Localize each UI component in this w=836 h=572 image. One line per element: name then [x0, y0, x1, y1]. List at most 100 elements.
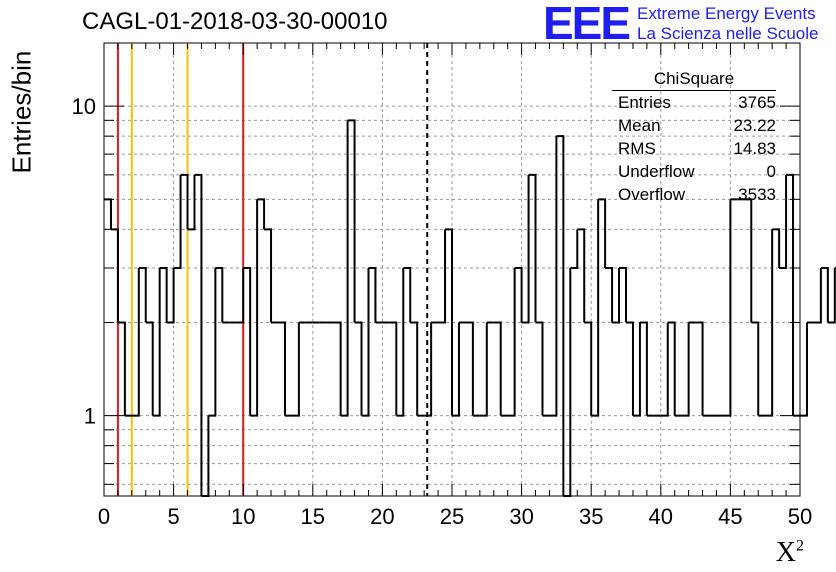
histogram-bin: [424, 322, 433, 417]
x-tick-label: 25: [440, 504, 464, 529]
histogram-bin: [278, 321, 286, 416]
histogram-bin: [765, 229, 774, 417]
histogram-bin: [257, 198, 266, 230]
stats-label: RMS: [618, 139, 656, 158]
histogram-bin: [584, 321, 593, 416]
chart-title: CAGL-01-2018-03-30-00010: [82, 8, 388, 35]
stats-title: ChiSquare: [612, 67, 776, 91]
x-tick-label: 30: [509, 504, 533, 529]
y-tick-label: 1: [84, 404, 96, 429]
stats-row-entries: Entries 3765: [612, 91, 776, 114]
histogram-bin: [347, 119, 356, 323]
y-axis-ticks: 1 10: [72, 94, 800, 485]
histogram-bin: [340, 120, 349, 417]
histogram-bin: [563, 267, 572, 497]
stats-row-rms: RMS 14.83: [612, 137, 776, 160]
x-axis-label: X2: [776, 537, 804, 569]
histogram-bin: [577, 228, 586, 323]
histogram-bin: [619, 266, 627, 323]
histogram-bin: [772, 228, 781, 268]
logo-text-line1: Extreme Energy Events: [637, 4, 816, 23]
stats-value: 23.22: [733, 116, 776, 135]
histogram-bin: [681, 322, 690, 417]
x-tick-label: 20: [370, 504, 394, 529]
histogram-bin: [800, 322, 808, 417]
x-tick-label: 40: [649, 504, 673, 529]
histogram-bin: [820, 266, 829, 323]
marker-lines: [116, 43, 429, 496]
histogram-bin: [236, 267, 245, 324]
histogram-bin: [632, 322, 641, 417]
stats-row-mean: Mean 23.22: [612, 114, 776, 137]
logo-text-line2: La Scienza nelle Scuole: [637, 24, 819, 43]
histogram-bin: [779, 174, 788, 269]
histogram-bin: [152, 267, 161, 417]
x-tick-label: 35: [579, 504, 603, 529]
x-axis-label-base: X: [775, 537, 796, 568]
histogram-bin: [591, 199, 600, 417]
histogram-bin: [110, 228, 119, 323]
x-tick-label: 45: [718, 504, 742, 529]
histogram-bin: [813, 267, 822, 324]
histogram-bin: [744, 198, 753, 323]
histogram-bin: [194, 173, 203, 496]
histogram-bin: [173, 174, 182, 269]
x-tick-label: 15: [301, 504, 325, 529]
x-tick-label: 5: [167, 504, 179, 529]
histogram-bin: [549, 136, 558, 417]
histogram-bin: [250, 199, 259, 417]
histogram-bins: [104, 119, 836, 497]
stats-label: Entries: [618, 93, 671, 112]
histogram-bin: [215, 266, 224, 323]
x-tick-label: 50: [788, 504, 812, 529]
eee-logo: EEE: [543, 0, 631, 49]
histogram-bin: [333, 321, 342, 416]
histogram-bin: [396, 267, 405, 417]
histogram-bin: [612, 267, 621, 324]
histogram-bin: [660, 322, 669, 417]
histogram-bin: [695, 321, 704, 416]
stats-value: 3533: [738, 185, 776, 204]
histogram-bin: [507, 267, 516, 417]
stats-label: Underflow: [618, 162, 695, 181]
histogram-bin: [291, 322, 300, 417]
y-tick-label: 10: [72, 94, 96, 119]
histogram-bin: [827, 267, 836, 324]
histogram-bin: [180, 173, 189, 230]
histogram-bin: [528, 173, 537, 323]
stats-row-underflow: Underflow 0: [612, 160, 776, 183]
histogram-bin: [445, 228, 453, 416]
histogram-bin: [751, 321, 760, 416]
histogram-bin: [159, 266, 168, 323]
x-axis-label-superscript: 2: [796, 537, 804, 555]
histogram-bin: [521, 174, 530, 324]
histogram-bin: [117, 321, 126, 416]
histogram-bin: [187, 174, 196, 231]
histogram-bin: [667, 321, 676, 416]
histogram-bin: [361, 267, 370, 417]
histogram-bin: [598, 198, 607, 268]
stats-row-overflow: Overflow 3533: [612, 183, 776, 206]
histogram-bin: [354, 321, 363, 416]
histogram-bin: [201, 415, 210, 497]
x-tick-label: 0: [98, 504, 110, 529]
histogram-bin: [723, 199, 732, 417]
histogram-bin: [556, 135, 565, 496]
stats-value: 14.83: [733, 139, 776, 158]
histogram-bin: [410, 321, 419, 416]
stats-value: 3765: [738, 93, 776, 112]
stats-label: Mean: [618, 116, 661, 135]
histogram-bin: [145, 321, 154, 416]
histogram-bin: [535, 321, 544, 416]
histogram-bin: [208, 267, 217, 417]
histogram-bin: [514, 266, 523, 323]
histogram-bin: [131, 267, 140, 417]
histogram-bin: [368, 266, 377, 323]
y-axis-label: Entries/bin: [6, 50, 37, 174]
stats-box: ChiSquare Entries 3765 Mean 23.22 RMS 14.83…: [612, 67, 776, 206]
histogram-bin: [493, 321, 502, 416]
histogram-bin: [243, 266, 252, 416]
histogram-bin: [138, 266, 147, 323]
histogram-bin: [479, 322, 488, 417]
